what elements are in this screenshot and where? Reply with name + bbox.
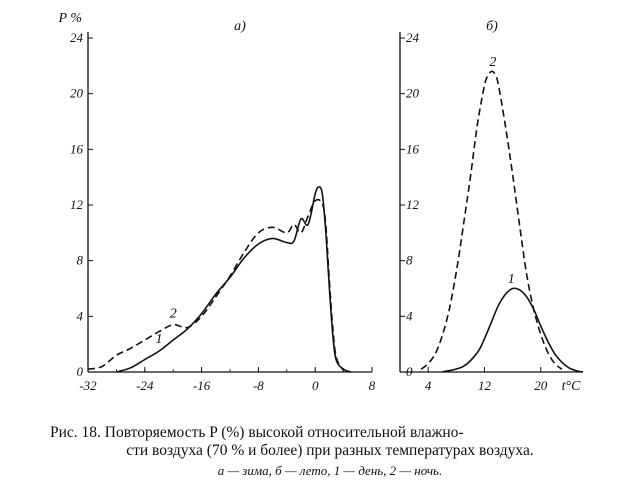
y-tick-label: 12 (70, 197, 84, 212)
x-tick-label: -24 (136, 378, 154, 393)
series-label-2: 2 (489, 55, 496, 70)
y-tick-label: 4 (77, 308, 84, 323)
x-axis-label: t°C (562, 379, 581, 394)
series-label-1: 1 (508, 272, 515, 287)
caption-line-1: Рис. 18. Повторяемость P (%) высокой отн… (50, 424, 464, 441)
y-tick-label: 24 (406, 30, 420, 45)
y-tick-label: 20 (70, 86, 84, 101)
y-tick-label: 8 (77, 253, 84, 268)
x-tick-label: 0 (312, 378, 319, 393)
x-tick-label: -8 (253, 378, 264, 393)
series-line-2 (420, 70, 563, 370)
series-line-2 (87, 198, 345, 372)
series-label-2: 2 (170, 307, 177, 322)
series-line-1 (116, 186, 352, 373)
series-line-1 (442, 287, 584, 373)
y-tick-label: 16 (70, 141, 84, 156)
x-tick-label: 4 (425, 378, 432, 393)
y-tick-label: 0 (406, 364, 413, 379)
panel-a-chart: 0 4 8 12 16 20 24 -32 -24 -16 -8 0 8 а) P % 12 (58, 11, 376, 393)
caption-line-3: а — зима, б — лето, 1 — день, 2 — ночь. (217, 463, 443, 478)
caption-line-2: сти воздуха (70 % и более) при разных те… (126, 442, 534, 459)
panel-label: а) (234, 19, 246, 34)
x-tick-label: -32 (79, 378, 97, 393)
figure-caption: Рис. 18. Повторяемость P (%) высокой отн… (50, 424, 610, 480)
x-tick-label: 8 (369, 378, 376, 393)
y-tick-label: 24 (70, 30, 84, 45)
y-tick-label: 4 (406, 308, 413, 323)
y-axis-label: P % (58, 11, 82, 26)
x-tick-label: 20 (534, 378, 548, 393)
y-tick-label: 8 (406, 253, 413, 268)
y-tick-label: 12 (406, 197, 420, 212)
x-tick-label: -16 (193, 378, 211, 393)
y-tick-label: 0 (77, 364, 84, 379)
y-tick-label: 20 (406, 86, 420, 101)
series-label-1: 1 (156, 332, 163, 347)
x-tick-label: 12 (478, 378, 492, 393)
y-tick-label: 16 (406, 141, 420, 156)
panel-label: б) (486, 19, 498, 34)
